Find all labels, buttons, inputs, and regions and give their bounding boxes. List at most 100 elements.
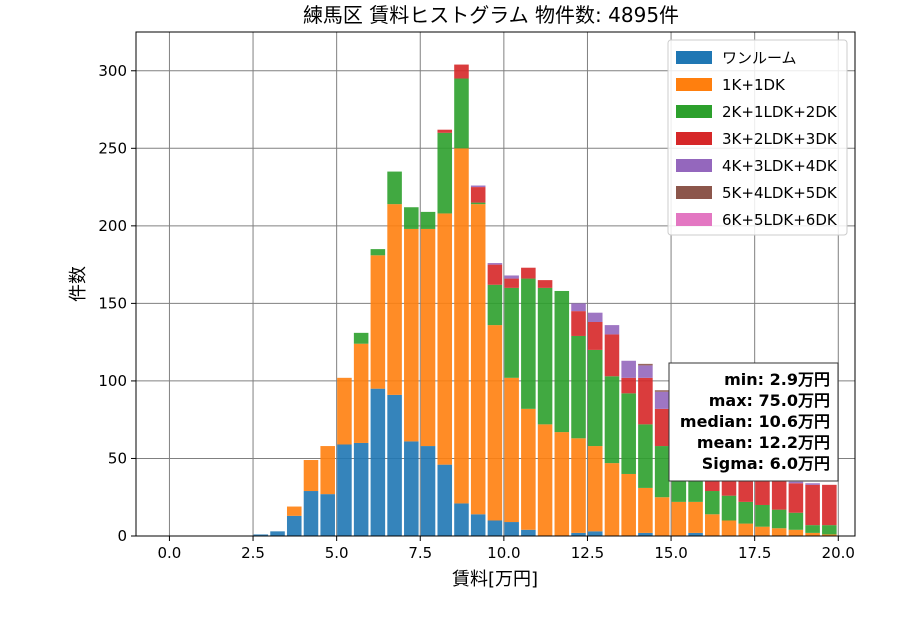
bar-segment [387, 394, 402, 536]
bar-segment [587, 349, 603, 447]
x-tick-label: 17.5 [738, 544, 771, 562]
bar-segment [638, 424, 653, 488]
bar-segment [587, 531, 603, 536]
bar-segment [487, 325, 503, 521]
legend-swatch [676, 51, 712, 64]
bar-segment [420, 446, 436, 536]
bar-segment [537, 280, 553, 288]
bar-segment [454, 64, 469, 79]
bar-segment [303, 491, 319, 536]
bar-segment [303, 460, 319, 492]
bar-segment [621, 377, 636, 394]
bar-segment [755, 504, 770, 527]
bar-segment [437, 132, 453, 214]
bar-segment [487, 520, 503, 536]
x-tick-label: 2.5 [241, 544, 265, 562]
bar-segment [521, 278, 536, 409]
y-tick-label: 0 [117, 527, 127, 545]
bar-segment [788, 483, 804, 513]
y-tick-label: 100 [98, 372, 127, 390]
stats-line: min: 2.9万円 [724, 370, 830, 389]
bar-segment [638, 365, 653, 378]
bar-segment [654, 390, 670, 392]
bar-segment [638, 532, 653, 536]
bar-segment [504, 287, 519, 378]
legend-swatch [676, 78, 712, 91]
bar-segment [504, 522, 519, 536]
bar-segment [353, 332, 369, 344]
stats-line: Sigma: 6.0万円 [702, 454, 830, 473]
bar-segment [788, 512, 804, 530]
bar-segment [437, 464, 453, 536]
bar-segment [571, 532, 586, 536]
legend-label: ワンルーム [722, 49, 797, 67]
bar-segment [705, 514, 720, 536]
bar-segment [320, 446, 335, 495]
bar-segment [437, 213, 453, 465]
bar-segment [454, 78, 469, 149]
bar-segment [604, 463, 620, 536]
bar-segment [253, 534, 269, 536]
bar-segment [688, 501, 703, 533]
bar-segment [404, 228, 419, 442]
bar-segment [470, 187, 486, 203]
bar-segment [370, 255, 386, 389]
bar-segment [654, 497, 670, 536]
bar-segment [470, 185, 486, 188]
bar-segment [621, 393, 636, 474]
y-tick-label: 250 [98, 139, 127, 157]
legend-label: 1K+1DK [722, 76, 786, 94]
bar-segment [805, 532, 820, 536]
bar-segment [705, 491, 720, 515]
x-tick-label: 5.0 [325, 544, 349, 562]
bar-segment [487, 284, 503, 326]
bar-segment [537, 424, 553, 536]
legend-label: 2K+1LDK+2DK [722, 103, 838, 121]
bar-segment [604, 376, 620, 464]
bar-segment [286, 506, 302, 516]
legend-label: 5K+4LDK+5DK [722, 184, 838, 202]
bar-segment [353, 343, 369, 443]
bar-segment [571, 438, 586, 533]
bar-segment [771, 528, 787, 536]
bar-segment [470, 202, 486, 205]
bar-segment [654, 391, 670, 409]
stats-line: max: 75.0万円 [709, 391, 830, 410]
bar-segment [420, 228, 436, 447]
bar-segment [587, 446, 603, 532]
bar-segment [638, 363, 653, 366]
bar-segment [721, 495, 737, 521]
stats-line: mean: 12.2万円 [697, 433, 830, 452]
legend-box [667, 39, 848, 236]
bar-segment [504, 278, 519, 288]
bar-segment [387, 204, 402, 395]
x-tick-label: 15.0 [654, 544, 687, 562]
bar-segment [822, 534, 837, 536]
stats-box [668, 362, 839, 482]
bar-segment [554, 290, 570, 433]
bar-segment [805, 525, 820, 533]
bar-segment [805, 484, 820, 526]
bar-segment [738, 501, 754, 524]
bar-segment [554, 432, 570, 536]
bar-segment [504, 275, 519, 279]
bar-segment [404, 207, 419, 229]
bar-segment [604, 334, 620, 377]
bar-segment [521, 267, 536, 279]
bar-segment [420, 211, 436, 229]
axes-frame [135, 31, 856, 537]
bar-segment [270, 531, 285, 536]
bar-segment [621, 360, 636, 378]
legend-swatch [676, 186, 712, 199]
bar-segment [571, 335, 586, 439]
x-tick-label: 7.5 [408, 544, 432, 562]
bar-segment [822, 484, 837, 526]
bar-segment [353, 442, 369, 536]
legend-label: 3K+2LDK+3DK [722, 130, 838, 148]
bar-segment [437, 129, 453, 133]
y-tick-label: 150 [98, 294, 127, 312]
y-axis-label: 件数 [68, 266, 89, 302]
legend-swatch [676, 105, 712, 118]
